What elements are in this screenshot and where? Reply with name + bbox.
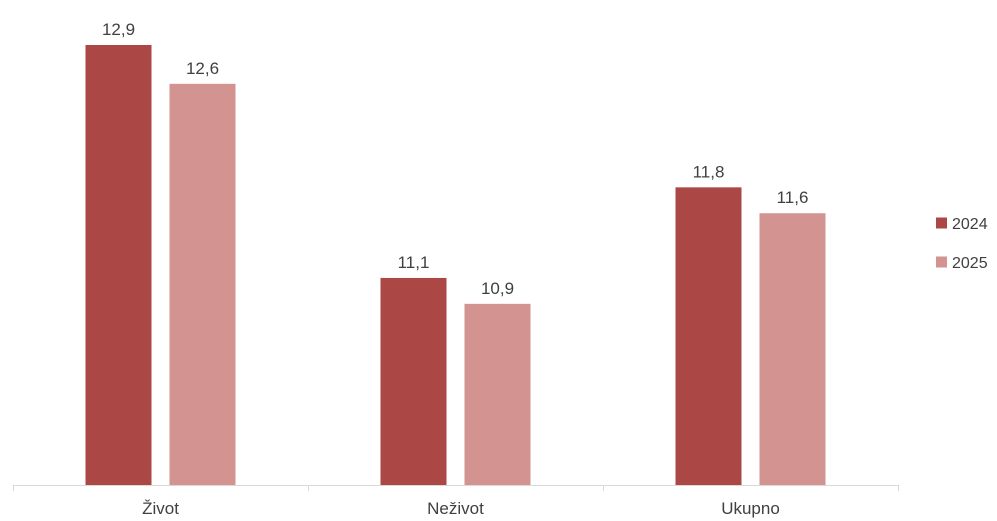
bar-2024-1 <box>380 277 447 485</box>
legend-swatch-2025 <box>936 256 947 268</box>
data-label-2025-0: 12,6 <box>186 59 219 78</box>
x-axis <box>13 485 899 491</box>
data-label-2024-1: 11,1 <box>398 253 430 272</box>
bar-2024-2 <box>675 187 742 485</box>
bar-2025-2 <box>759 213 826 485</box>
legend: 2024 2025 <box>936 216 988 272</box>
x-tick-label-0: Život <box>142 499 179 518</box>
data-labels-group: 12,9 12,6 11,1 10,9 11,8 11,6 <box>102 20 808 298</box>
x-tick-label-2: Ukupno <box>721 499 780 518</box>
x-tick-label-1: Neživot <box>427 499 484 518</box>
bar-2025-0 <box>169 83 236 485</box>
bar-2024-0 <box>85 45 152 485</box>
bar-2025-1 <box>464 303 531 485</box>
x-tick-labels-group: Život Neživot Ukupno <box>142 499 780 518</box>
data-label-2025-1: 10,9 <box>481 279 514 298</box>
data-label-2024-2: 11,8 <box>693 162 725 181</box>
legend-label-2024: 2024 <box>952 216 988 233</box>
bars-group <box>85 45 826 485</box>
data-label-2025-2: 11,6 <box>777 188 809 207</box>
data-label-2024-0: 12,9 <box>102 20 135 39</box>
legend-label-2025: 2025 <box>952 255 988 272</box>
legend-swatch-2024 <box>936 217 947 229</box>
